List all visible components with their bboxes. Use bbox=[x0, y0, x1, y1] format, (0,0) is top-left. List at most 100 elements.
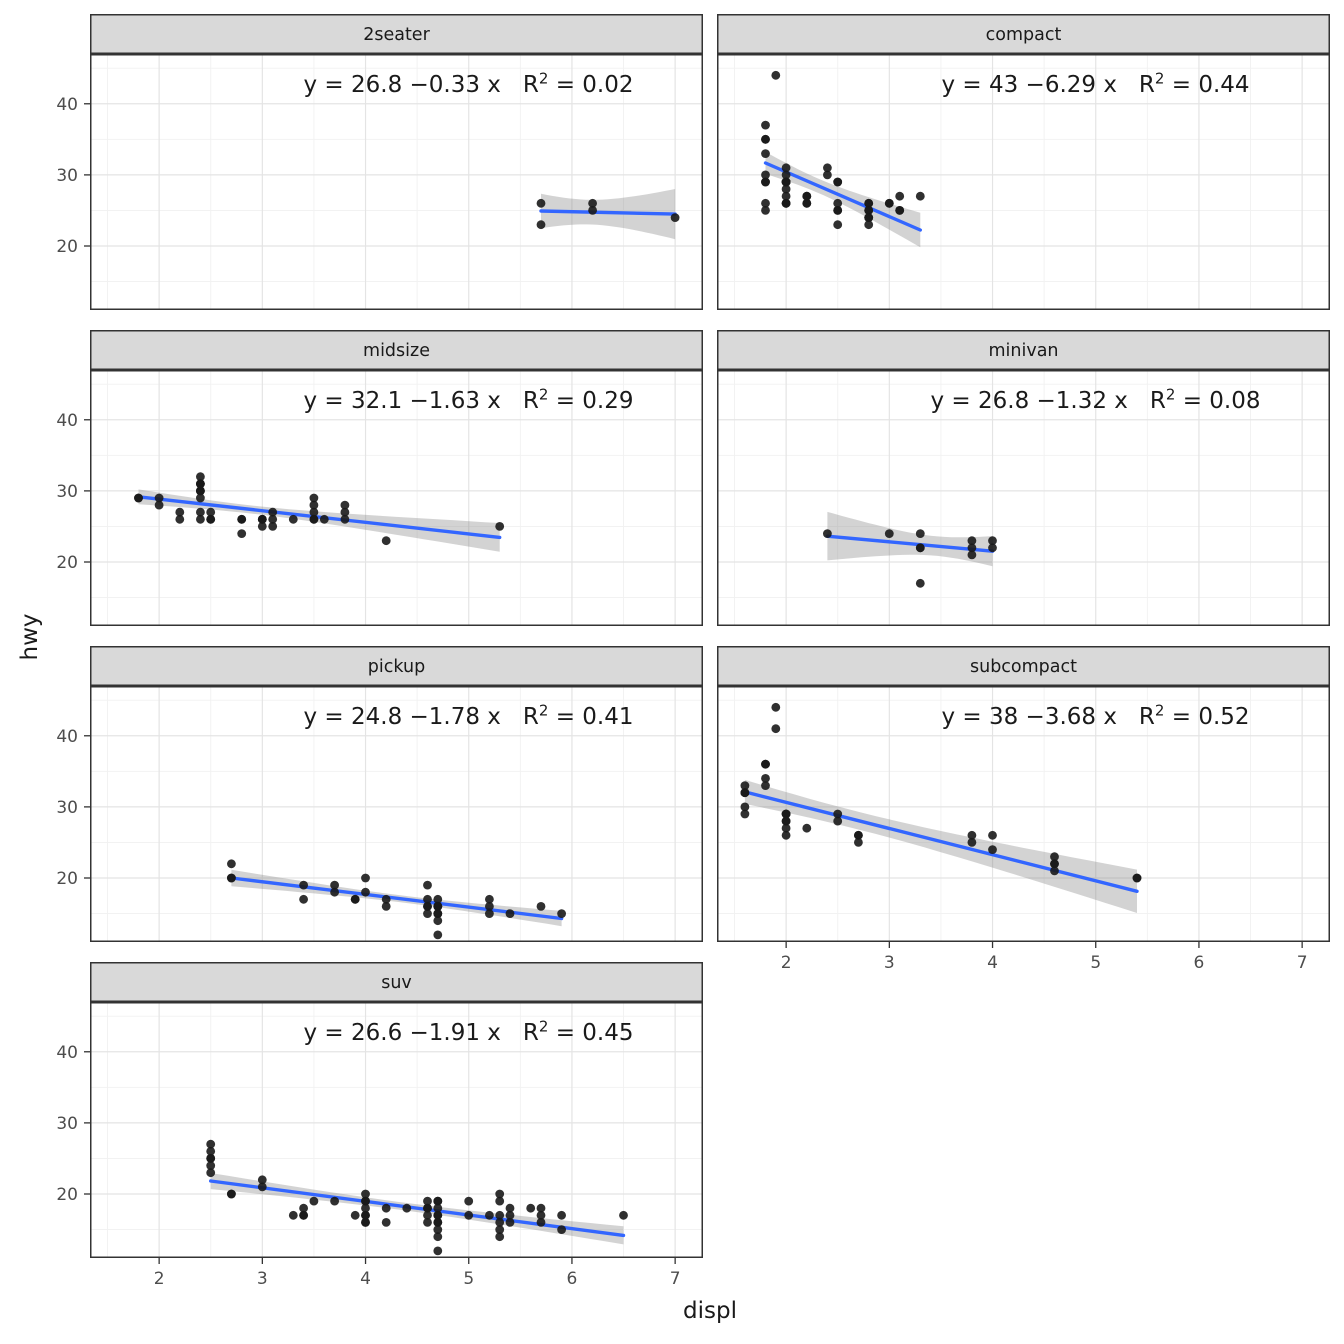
y-tick-label: 30 bbox=[56, 166, 78, 186]
axis-ticks: 20 30 40 bbox=[56, 95, 90, 257]
gridlines bbox=[717, 54, 1330, 310]
panel-background bbox=[717, 370, 1330, 626]
smooth-layer bbox=[208, 1173, 626, 1245]
gridlines bbox=[90, 1002, 703, 1258]
regression-equation: y = 24.8 −1.78 x R2 = 0.41 bbox=[303, 701, 634, 730]
facet-grid: 2seater 20 30 40 y = 26.8 −0.33 x R2 = 0.02 c… bbox=[56, 14, 1330, 1289]
confidence-band bbox=[138, 489, 500, 552]
panel-background bbox=[90, 1002, 703, 1258]
x-tick-label: 4 bbox=[987, 953, 998, 973]
facet-strip bbox=[717, 646, 1330, 686]
points-layer bbox=[761, 70, 925, 230]
regression-line bbox=[743, 790, 1139, 894]
points-layer bbox=[740, 702, 1142, 883]
panel-background bbox=[90, 370, 703, 626]
x-tick-label: 7 bbox=[670, 1269, 681, 1289]
x-tick-label: 2 bbox=[154, 1269, 165, 1289]
y-tick-label: 40 bbox=[56, 95, 78, 115]
confidence-band bbox=[744, 779, 1137, 913]
facet-chart: subcompact 2 3 4 5 6 7 bbox=[717, 646, 1330, 973]
panel-border bbox=[90, 370, 703, 626]
x-tick-label: 6 bbox=[1194, 953, 1205, 973]
y-tick-label: 40 bbox=[56, 727, 78, 747]
facet-chart: suv 20 30 40 2 3 4 5 6 7 bbox=[56, 962, 703, 1289]
y-tick-label: 20 bbox=[56, 1185, 78, 1205]
panel-border bbox=[717, 54, 1330, 310]
y-tick-label: 30 bbox=[56, 482, 78, 502]
panel-background bbox=[717, 686, 1330, 942]
axis-ticks: 20 30 40 bbox=[56, 727, 90, 889]
axis-ticks: 2 3 4 5 6 7 bbox=[781, 942, 1308, 973]
panel-background bbox=[90, 54, 703, 310]
facet-strip bbox=[717, 330, 1330, 370]
y-tick-label: 30 bbox=[56, 1114, 78, 1134]
confidence-band bbox=[765, 152, 921, 248]
gridlines bbox=[717, 686, 1330, 942]
regression-equation: y = 43 −6.29 x R2 = 0.44 bbox=[941, 69, 1250, 98]
x-tick-label: 2 bbox=[781, 953, 792, 973]
facet-2seater: 2seater 20 30 40 y = 26.8 −0.33 x R2 = 0.02 bbox=[56, 14, 703, 310]
y-tick-label: 20 bbox=[56, 553, 78, 573]
facet-strip-label: pickup bbox=[368, 657, 425, 677]
panel-background bbox=[717, 54, 1330, 310]
x-tick-label: 3 bbox=[257, 1269, 268, 1289]
regression-equation: y = 26.8 −0.33 x R2 = 0.02 bbox=[303, 69, 634, 98]
confidence-band bbox=[827, 511, 993, 567]
facet-strip-label: midsize bbox=[363, 341, 430, 361]
regression-line bbox=[208, 1179, 626, 1238]
facet-strip-label: 2seater bbox=[363, 25, 430, 45]
facet-strip-label: subcompact bbox=[970, 657, 1077, 677]
smooth-layer bbox=[825, 511, 995, 567]
facet-chart: pickup 20 30 40 bbox=[56, 646, 703, 942]
x-tick-label: 7 bbox=[1297, 953, 1308, 973]
regression-line bbox=[763, 161, 923, 232]
axis-ticks: 20 30 40 2 3 4 5 6 7 bbox=[56, 1043, 680, 1289]
points-layer bbox=[206, 1139, 628, 1256]
regression-equation: y = 26.8 −1.32 x R2 = 0.08 bbox=[930, 385, 1261, 414]
y-axis-title: hwy bbox=[17, 613, 43, 661]
y-tick-label: 20 bbox=[56, 237, 78, 257]
facet-strip bbox=[717, 14, 1330, 54]
x-tick-label: 4 bbox=[360, 1269, 371, 1289]
facet-strip bbox=[90, 962, 703, 1002]
gridlines bbox=[90, 686, 703, 942]
smooth-layer bbox=[743, 779, 1139, 913]
regression-line bbox=[136, 495, 502, 540]
x-tick-label: 6 bbox=[567, 1269, 578, 1289]
points-layer bbox=[823, 529, 997, 588]
facet-strip-label: compact bbox=[986, 25, 1062, 45]
facet-suv: suv 20 30 40 2 3 4 5 6 7 y = 26.6 −1.91 x R2 = 0.4… bbox=[56, 962, 703, 1289]
panel-border bbox=[717, 370, 1330, 626]
regression-line bbox=[825, 534, 995, 553]
panel-border bbox=[90, 54, 703, 310]
facet-pickup: pickup 20 30 40 y = 24.8 −1.78 x R2 = 0.41 bbox=[56, 646, 703, 942]
y-tick-label: 40 bbox=[56, 1043, 78, 1063]
axis-ticks: 20 30 40 bbox=[56, 411, 90, 573]
x-tick-label: 5 bbox=[1090, 953, 1101, 973]
smooth-layer bbox=[136, 489, 502, 552]
panel-border bbox=[90, 686, 703, 942]
facet-strip-label: suv bbox=[381, 973, 412, 993]
y-tick-label: 40 bbox=[56, 411, 78, 431]
facet-strip bbox=[90, 330, 703, 370]
facet-strip-label: minivan bbox=[988, 341, 1058, 361]
facet-chart: minivan bbox=[717, 330, 1330, 626]
points-layer bbox=[134, 472, 505, 546]
points-layer bbox=[536, 198, 680, 230]
regression-equation: y = 32.1 −1.63 x R2 = 0.29 bbox=[303, 385, 634, 414]
x-tick-label: 3 bbox=[884, 953, 895, 973]
regression-equation: y = 26.6 −1.91 x R2 = 0.45 bbox=[303, 1017, 634, 1046]
facet-strip bbox=[90, 14, 703, 54]
x-axis-title: displ bbox=[683, 1298, 737, 1324]
panel-border bbox=[90, 1002, 703, 1258]
regression-line bbox=[539, 209, 677, 216]
smooth-layer bbox=[763, 152, 923, 248]
facet-minivan: minivan y = 26.8 −1.32 x R2 = 0.08 bbox=[717, 330, 1330, 626]
gridlines bbox=[717, 370, 1330, 626]
y-tick-label: 30 bbox=[56, 798, 78, 818]
gridlines bbox=[90, 370, 703, 626]
points-layer bbox=[227, 859, 566, 940]
facet-chart: compact bbox=[717, 14, 1330, 310]
panel-border bbox=[717, 686, 1330, 942]
